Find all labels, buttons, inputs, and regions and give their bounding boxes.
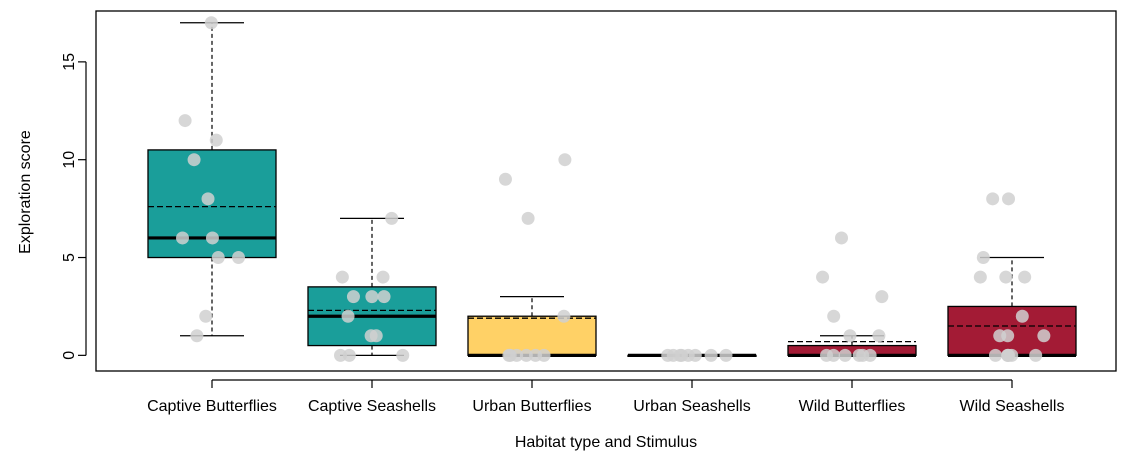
data-point [558, 153, 572, 167]
data-point [335, 270, 349, 284]
box-body [947, 305, 1077, 356]
data-point [211, 251, 225, 265]
data-point [838, 348, 852, 362]
data-point [341, 309, 355, 323]
data-point [719, 348, 733, 362]
data-point [365, 290, 379, 304]
data-point [175, 231, 189, 245]
x-tick-label: Wild Seashells [960, 398, 1065, 415]
x-tick-label: Urban Seashells [633, 398, 750, 415]
data-point [557, 309, 571, 323]
data-point [201, 192, 215, 206]
data-point [973, 270, 987, 284]
box-6 [947, 256, 1077, 357]
data-point [688, 348, 702, 362]
data-point [385, 211, 399, 225]
data-point [661, 348, 675, 362]
y-tick-label: 10 [61, 151, 78, 169]
box-group [147, 22, 1077, 357]
data-point [988, 348, 1002, 362]
data-point [498, 172, 512, 186]
data-point [364, 329, 378, 343]
data-point [856, 348, 870, 362]
data-point [205, 231, 219, 245]
data-point [1018, 270, 1032, 284]
data-point [209, 133, 223, 147]
y-tick-label: 15 [61, 53, 78, 71]
x-axis: Captive Butterflies Captive Seashells Urba… [147, 379, 1065, 415]
y-axis: 0 5 10 15 [61, 53, 87, 360]
data-point [976, 251, 990, 265]
box-body [467, 315, 597, 356]
point-group [175, 16, 1051, 362]
data-point [872, 329, 886, 343]
data-point [377, 290, 391, 304]
data-point [999, 270, 1013, 284]
data-point [1001, 348, 1015, 362]
data-point [986, 192, 1000, 206]
x-axis-title: Habitat type and Stimulus [515, 434, 697, 451]
box-3 [467, 296, 597, 357]
data-point [827, 309, 841, 323]
data-point [232, 251, 246, 265]
y-tick-label: 5 [61, 253, 78, 262]
data-point [835, 231, 849, 245]
x-tick-label: Captive Butterflies [147, 398, 277, 415]
data-point [199, 309, 213, 323]
plot-frame [95, 10, 1117, 372]
data-point [820, 348, 834, 362]
data-point [537, 348, 551, 362]
data-point [521, 211, 535, 225]
data-point [1001, 329, 1015, 343]
data-point [502, 348, 516, 362]
data-point [1002, 192, 1016, 206]
data-point [1037, 329, 1051, 343]
data-point [1029, 348, 1043, 362]
x-tick-label: Urban Butterflies [472, 398, 591, 415]
data-point [875, 290, 889, 304]
y-tick-label: 0 [61, 351, 78, 360]
data-point [1015, 309, 1029, 323]
data-point [190, 329, 204, 343]
data-point [704, 348, 718, 362]
data-point [519, 348, 533, 362]
data-point [346, 290, 360, 304]
y-axis-title: Exploration score [17, 130, 34, 254]
data-point [675, 348, 689, 362]
data-point [187, 153, 201, 167]
data-point [178, 114, 192, 128]
data-point [334, 348, 348, 362]
data-point [204, 16, 218, 30]
box-1 [147, 22, 277, 337]
x-tick-label: Wild Butterflies [799, 398, 906, 415]
x-tick-label: Captive Seashells [308, 398, 436, 415]
data-point [843, 329, 857, 343]
data-point [376, 270, 390, 284]
data-point [396, 348, 410, 362]
data-point [816, 270, 830, 284]
